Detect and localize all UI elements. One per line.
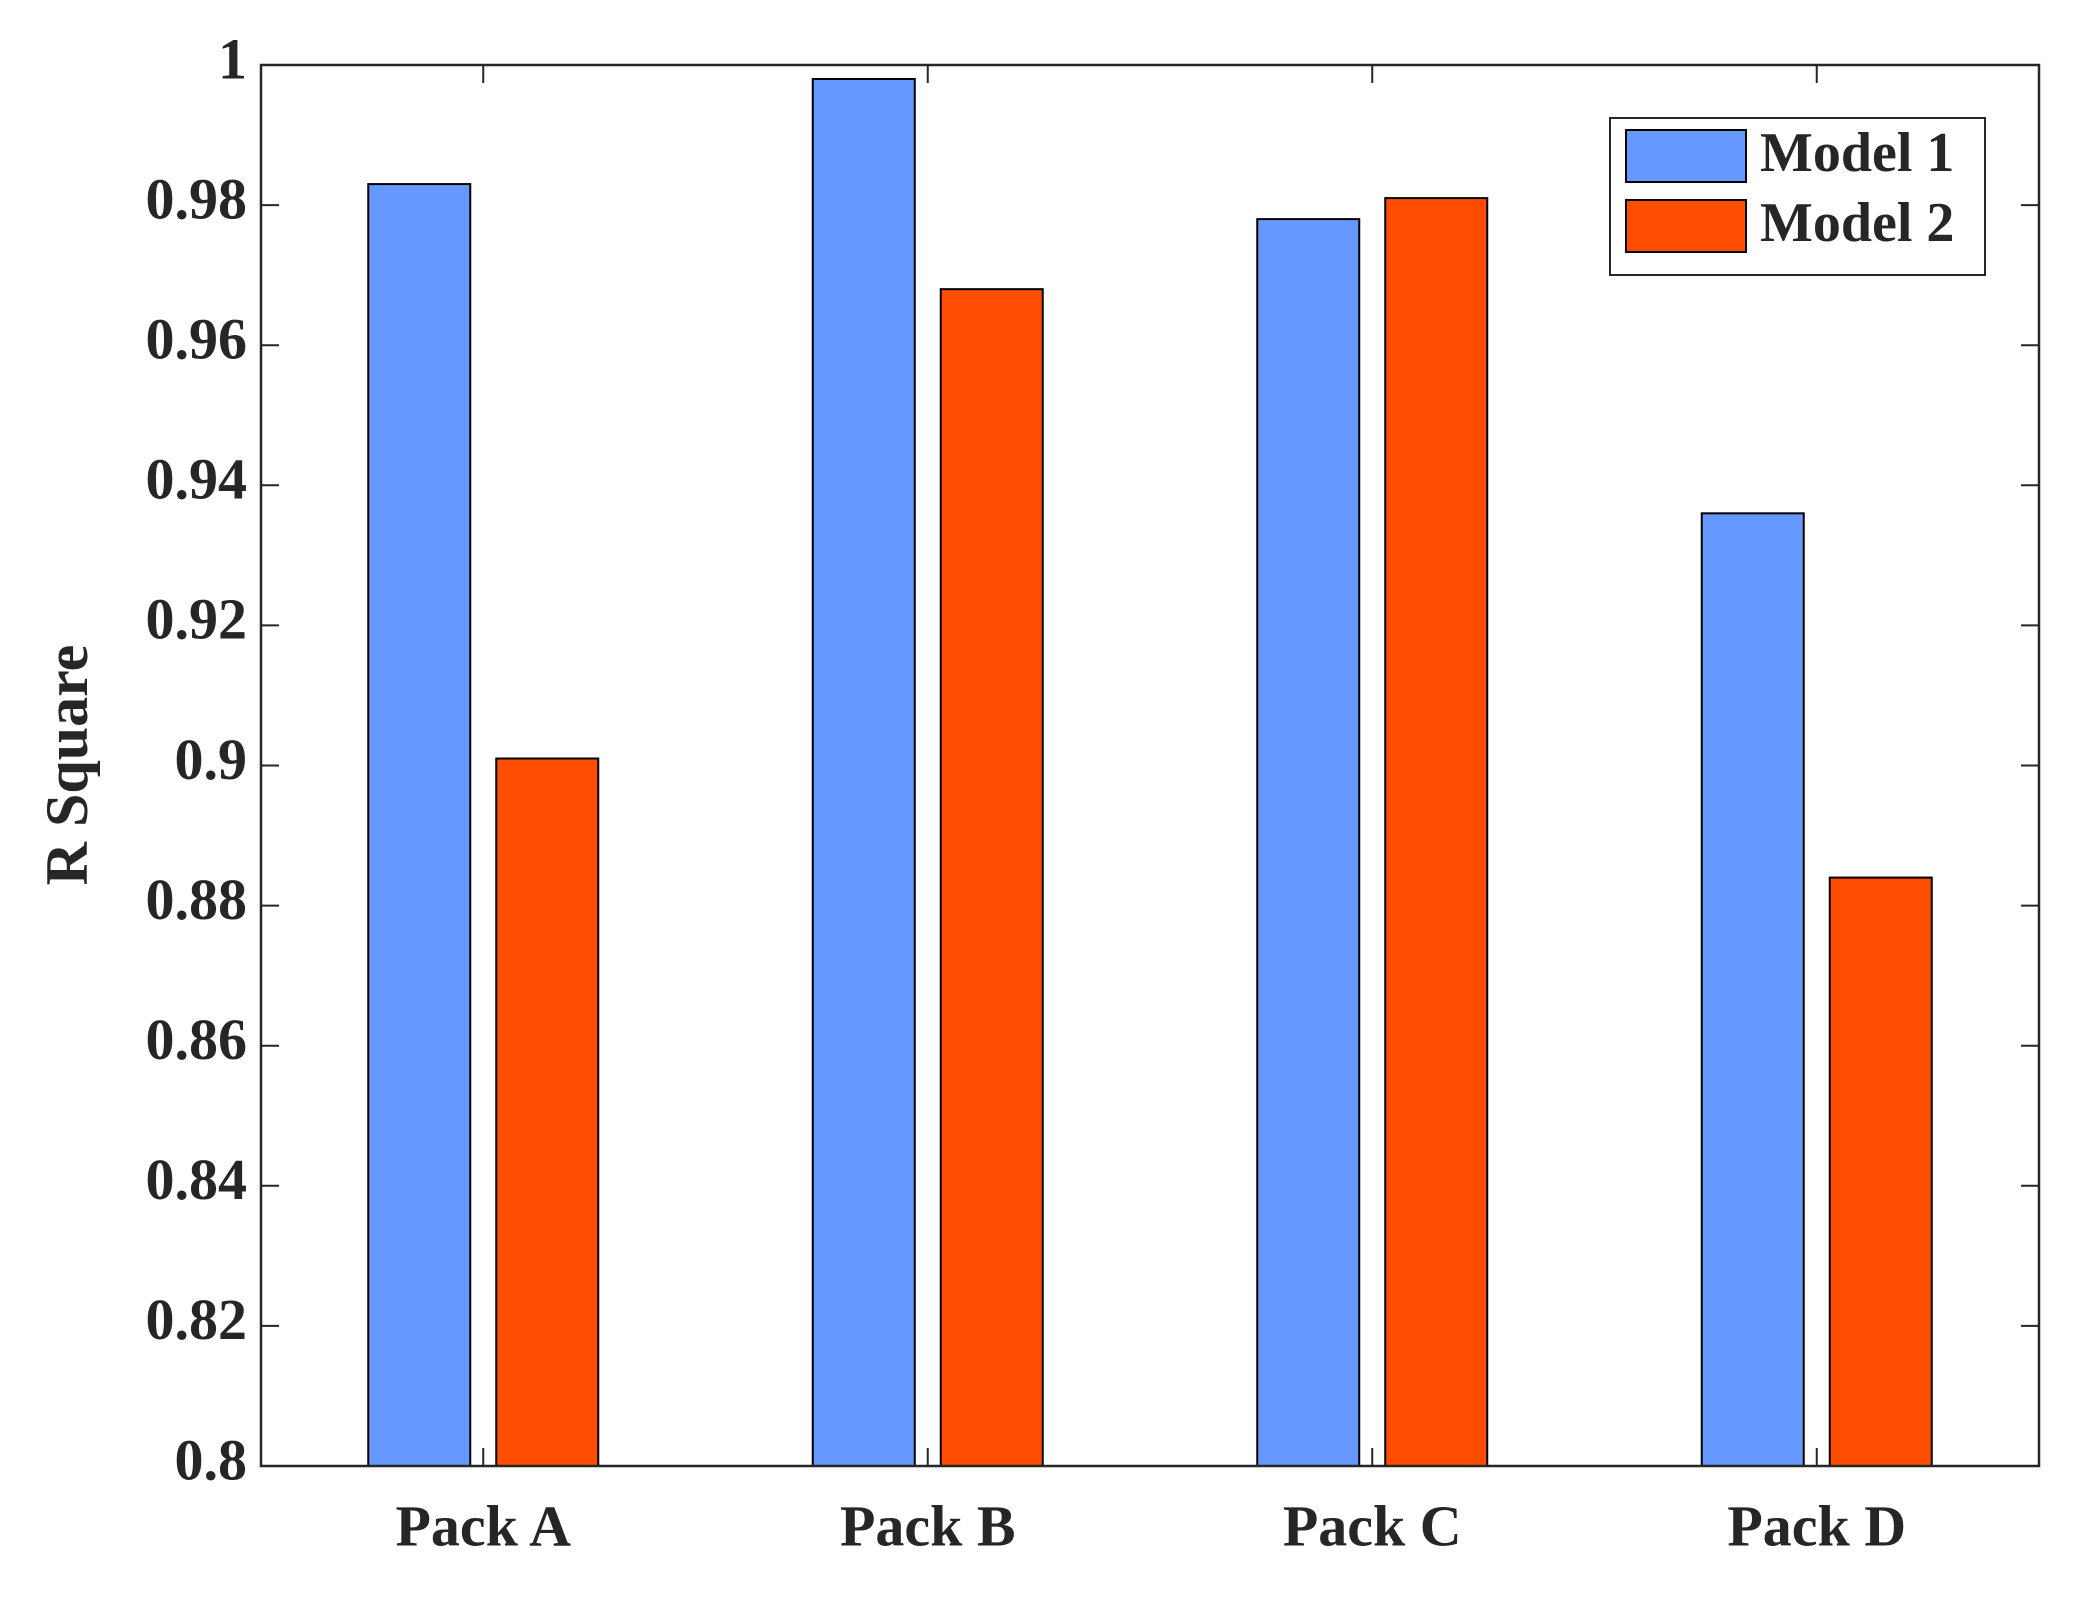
legend-swatch bbox=[1625, 129, 1747, 183]
y-tick-label: 0.88 bbox=[146, 867, 248, 932]
bar bbox=[1700, 512, 1805, 1467]
legend-label: Model 1 bbox=[1760, 122, 1954, 184]
bar bbox=[1384, 197, 1489, 1468]
legend-swatch bbox=[1625, 199, 1747, 253]
y-axis-label: R Square bbox=[34, 645, 100, 886]
y-tick-label: 1 bbox=[218, 26, 247, 91]
y-tick-label: 0.8 bbox=[175, 1427, 248, 1492]
y-tick-label: 0.84 bbox=[146, 1147, 248, 1212]
bar bbox=[367, 183, 472, 1468]
x-tick-label: Pack D bbox=[1727, 1493, 1906, 1558]
bar bbox=[1828, 876, 1933, 1467]
x-tick-label: Pack B bbox=[840, 1493, 1016, 1558]
legend: Model 1 Model 2 bbox=[1609, 117, 1986, 276]
y-tick-label: 0.96 bbox=[146, 307, 248, 372]
legend-label: Model 2 bbox=[1760, 192, 1954, 254]
bar bbox=[1256, 218, 1361, 1468]
y-tick-label: 0.98 bbox=[146, 166, 248, 231]
axes-box bbox=[259, 63, 2041, 1468]
x-tick-label: Pack A bbox=[395, 1493, 571, 1558]
y-tick-label: 0.82 bbox=[146, 1287, 248, 1352]
bar bbox=[939, 288, 1044, 1467]
y-tick-label: 0.94 bbox=[146, 447, 248, 512]
x-tick-label: Pack C bbox=[1283, 1493, 1462, 1558]
y-tick-label: 0.9 bbox=[175, 727, 248, 792]
bar bbox=[495, 757, 600, 1467]
bar bbox=[811, 78, 916, 1467]
y-tick-label: 0.86 bbox=[146, 1007, 248, 1072]
y-tick-label: 0.92 bbox=[146, 587, 248, 652]
